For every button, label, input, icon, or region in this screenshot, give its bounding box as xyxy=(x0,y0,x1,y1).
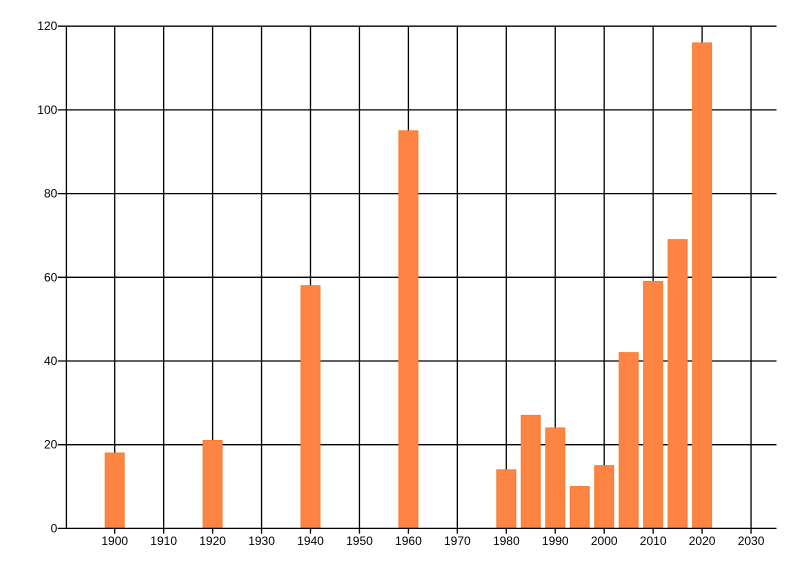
svg-text:2000: 2000 xyxy=(591,534,618,548)
svg-text:1970: 1970 xyxy=(444,534,471,548)
svg-text:80: 80 xyxy=(44,187,58,201)
svg-text:120: 120 xyxy=(37,19,57,33)
svg-text:100: 100 xyxy=(37,103,57,117)
svg-text:2010: 2010 xyxy=(640,534,667,548)
svg-text:1990: 1990 xyxy=(542,534,569,548)
svg-text:1980: 1980 xyxy=(493,534,520,548)
svg-text:20: 20 xyxy=(44,438,58,452)
svg-text:1930: 1930 xyxy=(248,534,275,548)
svg-text:1920: 1920 xyxy=(199,534,226,548)
svg-text:0: 0 xyxy=(51,521,58,535)
svg-text:60: 60 xyxy=(44,270,58,284)
svg-text:40: 40 xyxy=(44,354,58,368)
svg-text:1910: 1910 xyxy=(150,534,177,548)
svg-text:1960: 1960 xyxy=(395,534,422,548)
svg-text:2020: 2020 xyxy=(689,534,716,548)
svg-text:1940: 1940 xyxy=(297,534,324,548)
svg-text:1950: 1950 xyxy=(346,534,373,548)
svg-text:1900: 1900 xyxy=(101,534,128,548)
svg-text:2030: 2030 xyxy=(738,534,765,548)
